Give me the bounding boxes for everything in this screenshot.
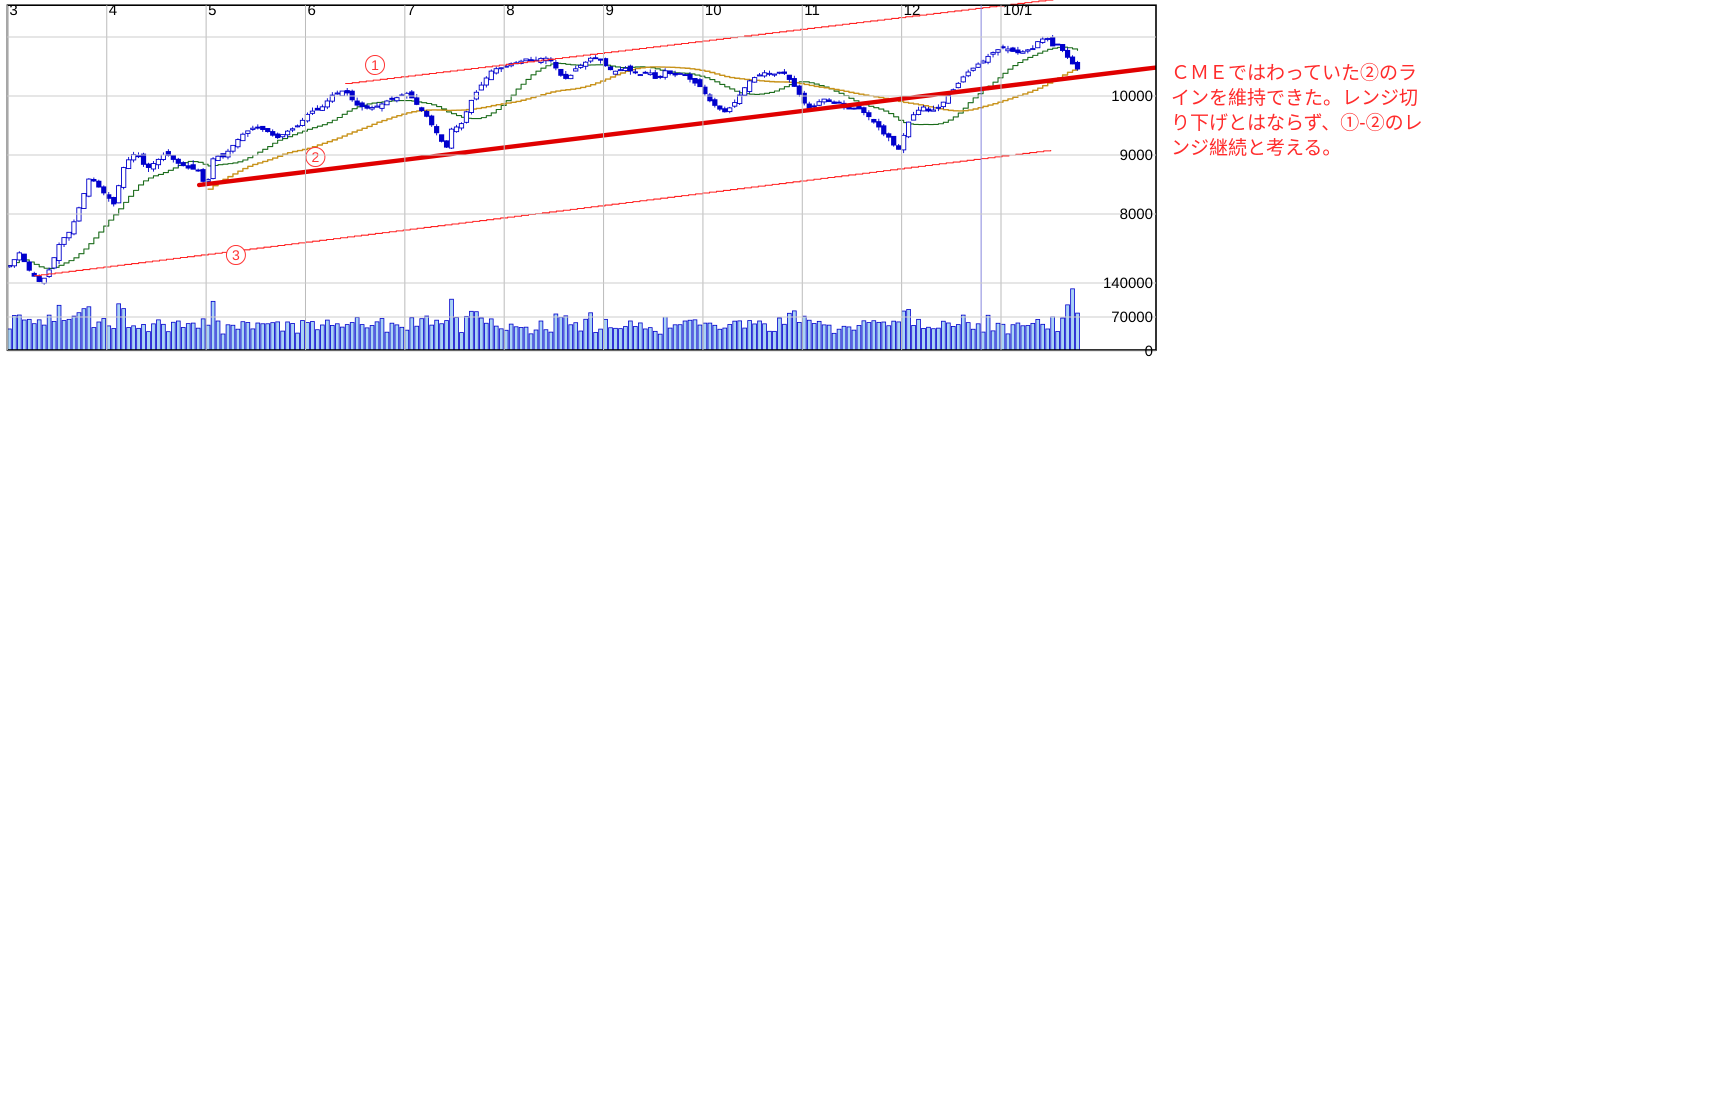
svg-text:10000: 10000 [1111, 88, 1153, 105]
svg-text:6: 6 [307, 2, 315, 19]
svg-text:10/1: 10/1 [1003, 2, 1032, 19]
svg-text:11: 11 [804, 2, 820, 19]
svg-text:7: 7 [407, 2, 415, 19]
svg-text:1: 1 [371, 57, 379, 73]
svg-text:0: 0 [1145, 343, 1153, 360]
svg-text:8: 8 [506, 2, 514, 19]
svg-text:140000: 140000 [1103, 275, 1153, 292]
svg-text:70000: 70000 [1111, 309, 1153, 326]
svg-text:10: 10 [705, 2, 722, 19]
svg-text:3: 3 [232, 247, 240, 263]
svg-text:9000: 9000 [1120, 147, 1153, 164]
svg-text:2: 2 [312, 149, 320, 165]
svg-text:8000: 8000 [1120, 206, 1153, 223]
svg-text:3: 3 [9, 2, 17, 19]
svg-text:12: 12 [904, 2, 921, 19]
svg-text:4: 4 [109, 2, 117, 19]
svg-text:5: 5 [208, 2, 216, 19]
svg-text:9: 9 [606, 2, 614, 19]
